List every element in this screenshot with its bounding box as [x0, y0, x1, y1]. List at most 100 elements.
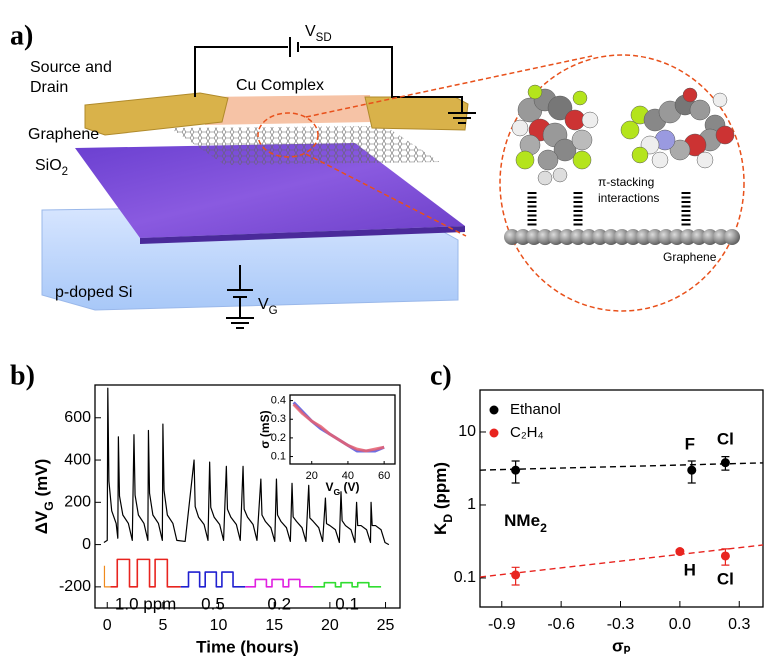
x-tick-label: -0.3 [607, 616, 635, 633]
atom [504, 229, 520, 245]
x-tick-label: 5 [158, 617, 167, 634]
graphene-zoom-label: Graphene [663, 250, 717, 264]
source-drain-label: Source and [30, 59, 112, 76]
legend-marker [489, 428, 499, 438]
si-label: p-doped Si [55, 284, 132, 301]
device-diagram: a) VSD Source and Drain Cu Complex Graph… [10, 20, 745, 329]
zoom-line [305, 55, 593, 118]
atom [548, 229, 564, 245]
circuit [194, 37, 476, 329]
y-tick-label: 1 [467, 496, 476, 513]
panel-label: c) [430, 360, 452, 391]
atom [592, 229, 608, 245]
x-tick-label: -0.9 [488, 616, 516, 633]
atom [571, 129, 593, 151]
cu-complex-layer [200, 95, 372, 125]
vsd-label: VSD [305, 23, 332, 44]
atom [631, 146, 649, 164]
text-part: NMe [504, 512, 540, 531]
atom [515, 150, 535, 170]
plot-frame [479, 389, 764, 608]
x-tick-label: 15 [265, 617, 283, 634]
point-annotation: NMe2 [504, 512, 547, 536]
text-part: SiO [35, 157, 62, 174]
y-tick-label: 0.1 [271, 450, 286, 462]
atom [669, 229, 685, 245]
legend-marker [489, 405, 499, 415]
atom [572, 150, 592, 170]
x-tick-label: 0.0 [669, 616, 691, 633]
atom [553, 138, 577, 162]
atom [682, 87, 698, 103]
y-tick-label: 10 [458, 423, 476, 440]
data-point [720, 458, 730, 468]
source-drain-label: Drain [30, 79, 68, 96]
atom [689, 99, 711, 121]
point-annotation: Cl [717, 429, 734, 448]
atom [570, 229, 586, 245]
atom [515, 229, 531, 245]
subscript: 2 [540, 521, 547, 535]
x-axis-label: VG (V) [325, 480, 359, 497]
atom [537, 170, 553, 186]
atom [547, 95, 573, 121]
text-part: (ppm) [431, 462, 450, 514]
series-label: 0.1 [335, 594, 359, 613]
x-tick-label: 10 [210, 617, 228, 634]
atom [559, 229, 575, 245]
atom [572, 90, 588, 106]
stacking-label: interactions [598, 191, 659, 205]
stacking-label: π-stacking [598, 175, 654, 189]
x-tick-label: 40 [342, 470, 354, 482]
data-point [687, 465, 697, 475]
atom [691, 229, 707, 245]
vg-label: VG [258, 296, 278, 317]
data-line [180, 571, 246, 588]
plot-frame [94, 384, 401, 609]
x-axis-label: σₚ [612, 636, 631, 655]
subscript: G [333, 487, 340, 497]
x-tick-label: 20 [321, 617, 339, 634]
sio2-label: SiO2 [35, 157, 68, 178]
text-part: (V) [340, 480, 359, 494]
text-part: V [305, 23, 316, 40]
atom [715, 125, 735, 145]
subscript: D [441, 514, 455, 523]
data-point [720, 551, 730, 561]
stacking-bars [527, 192, 691, 228]
x-tick-label: 20 [306, 470, 318, 482]
atom [669, 139, 691, 161]
atom [696, 151, 714, 169]
subscript: SD [316, 32, 332, 44]
atom [702, 229, 718, 245]
y-tick-label: 0 [82, 536, 91, 553]
atom [581, 229, 597, 245]
x-tick-label: 25 [377, 617, 395, 634]
x-tick-label: 60 [378, 470, 390, 482]
text-part: (mV) [32, 459, 51, 502]
sio2-layer [75, 143, 465, 238]
y-axis-label: σ (mS) [258, 410, 272, 448]
legend-label: C₂H₄ [510, 424, 544, 441]
y-tick-label: 0.3 [271, 413, 286, 425]
atom [651, 151, 669, 169]
atom [614, 229, 630, 245]
source-electrode [84, 92, 229, 136]
atom [537, 149, 559, 171]
data-line [245, 578, 314, 588]
graphene-sheet [170, 126, 440, 165]
molecular-model [504, 84, 740, 245]
data-point [511, 465, 521, 475]
data-line [313, 581, 382, 588]
y-tick-label: 400 [64, 451, 91, 468]
atom [620, 120, 640, 140]
atom [658, 229, 674, 245]
atom [712, 92, 728, 108]
text-part: ΔV [32, 510, 51, 534]
atom [526, 229, 542, 245]
atom [603, 229, 619, 245]
data-point [511, 570, 521, 580]
x-tick-label: 0 [103, 617, 112, 634]
